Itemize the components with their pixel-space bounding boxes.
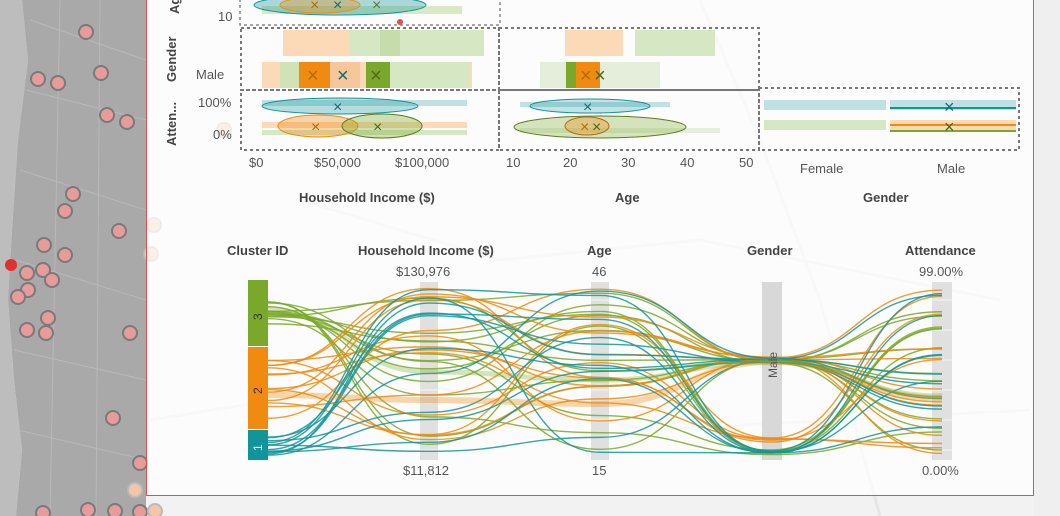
svg-text:×: ×: [370, 65, 382, 87]
cell-gender-age: × ×: [498, 27, 760, 91]
cell-att-income: × × ×: [240, 89, 500, 151]
svg-text:×: ×: [333, 99, 342, 116]
y-tick-age-10: 10: [218, 9, 233, 24]
age-max-label: 46: [592, 264, 607, 279]
svg-text:×: ×: [333, 0, 342, 14]
cluster-bar-1: [248, 430, 268, 460]
svg-text:×: ×: [580, 119, 589, 136]
x-tick-gender: Female: [800, 161, 844, 176]
parallel-set-line: [267, 349, 943, 441]
x-tick-income: $0: [249, 155, 264, 170]
gender-axis-label: Male: [766, 351, 780, 378]
parallel-set-line: [267, 314, 943, 454]
svg-text:×: ×: [944, 97, 955, 117]
parallel-set-line: [267, 359, 943, 453]
ps-header-cluster: Cluster ID: [227, 243, 289, 258]
x-tick-age: 10: [506, 155, 521, 170]
y-tick-att-100: 100%: [198, 95, 232, 110]
parallel-set-line: [267, 296, 943, 390]
attendance-max-label: 99.00%: [919, 264, 964, 279]
parallel-set-line: [267, 330, 943, 437]
row-label-gender: Gender: [164, 36, 179, 82]
age-min-label: 15: [592, 463, 607, 478]
x-tick-age: 40: [680, 155, 695, 170]
parallel-set-line: [267, 294, 943, 455]
svg-text:×: ×: [307, 65, 319, 87]
x-tick-income: $50,000: [314, 155, 361, 170]
parallel-set-line: [267, 307, 943, 399]
attendance-axis: [932, 282, 952, 460]
parallel-set-line: [267, 378, 943, 454]
svg-text:×: ×: [372, 0, 381, 14]
parallel-set-line: [267, 314, 943, 454]
svg-text:×: ×: [944, 117, 955, 137]
svg-text:×: ×: [583, 99, 592, 116]
income-max-label: $130,976: [396, 264, 451, 279]
svg-text:×: ×: [311, 119, 320, 136]
parallel-sets: [248, 280, 952, 460]
svg-text:×: ×: [337, 65, 349, 87]
parallel-set-line: [267, 306, 943, 456]
ps-header-gender: Gender: [747, 243, 793, 258]
x-title-gender: Gender: [863, 190, 909, 205]
attendance-min-label: 0.00%: [922, 463, 959, 478]
parallel-set-line: [267, 317, 943, 396]
parallel-set-line: [267, 293, 943, 393]
parallel-set-lines: [267, 287, 943, 456]
ps-header-income: Household Income ($): [358, 243, 494, 258]
parallel-set-line: [267, 361, 943, 452]
x-tick-gender: Male: [937, 161, 966, 176]
parallel-set-line: [267, 358, 943, 408]
y-tick-att-0: 0%: [213, 127, 232, 142]
cell-att-age: × × ×: [498, 89, 760, 151]
parallel-set-line: [267, 302, 943, 451]
svg-text:×: ×: [592, 119, 601, 136]
row-label-attendance: Atten...: [164, 101, 179, 146]
parallel-set-line: [267, 289, 943, 453]
ps-header-age: Age: [587, 243, 612, 258]
cluster-label-1[interactable]: 1: [251, 444, 265, 451]
svg-text:×: ×: [310, 0, 319, 14]
y-tick-gender-male: Male: [196, 67, 225, 82]
parallel-set-line: [267, 314, 943, 451]
x-title-income: Household Income ($): [299, 190, 435, 205]
cluster-label-3[interactable]: 3: [251, 313, 265, 320]
svg-text:×: ×: [373, 119, 382, 136]
parallel-set-line: [267, 312, 943, 439]
x-tick-age: 30: [621, 155, 636, 170]
svg-text:×: ×: [580, 65, 592, 87]
parallel-set-line: [267, 301, 943, 453]
scatter-matrix: × × × × × × ×: [239, 0, 1020, 151]
cell-age-income: × × ×: [239, 0, 501, 26]
x-tick-age: 50: [739, 155, 754, 170]
parallel-set-line: [267, 295, 943, 439]
cluster-label-2[interactable]: 2: [251, 387, 265, 394]
svg-text:×: ×: [594, 65, 606, 87]
x-tick-age: 20: [563, 155, 578, 170]
cell-att-gender: × ×: [758, 87, 1020, 151]
gender-axis: [762, 282, 782, 460]
row-label-age: Ag: [167, 0, 182, 14]
cluster-bar-3: [248, 280, 268, 346]
parallel-set-line: [267, 336, 943, 454]
parallel-set-line: [267, 292, 943, 452]
cell-gender-income: × × ×: [240, 27, 500, 91]
income-min-label: $11,812: [403, 463, 450, 478]
x-tick-income: $100,000: [395, 155, 450, 170]
cluster-bar-2: [248, 347, 268, 429]
parallel-set-line: [267, 289, 943, 422]
x-title-age: Age: [615, 190, 640, 205]
ps-header-attendance: Attendance: [905, 243, 976, 258]
